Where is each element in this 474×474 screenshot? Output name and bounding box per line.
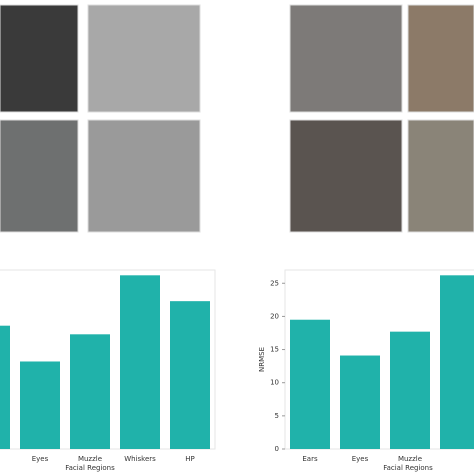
x-tick-label: HP xyxy=(185,455,195,463)
y-tick-label: 0 xyxy=(275,445,279,453)
x-axis-label: Facial Regions xyxy=(383,464,433,472)
bar xyxy=(20,361,60,449)
x-tick-label: Ears xyxy=(302,455,318,463)
x-tick-label: Eyes xyxy=(32,455,49,463)
bar xyxy=(440,275,474,449)
cat-photo xyxy=(289,119,403,233)
bar xyxy=(0,325,10,449)
cat-photo xyxy=(407,4,474,113)
x-tick-label: Muzzle xyxy=(78,455,102,463)
bar xyxy=(170,301,210,449)
bar xyxy=(340,355,380,449)
y-tick-label: 10 xyxy=(270,379,279,387)
y-tick-label: 25 xyxy=(270,279,279,287)
y-tick-label: 15 xyxy=(270,346,279,354)
bar xyxy=(70,334,110,449)
y-tick-label: 5 xyxy=(275,412,279,420)
cat-photo xyxy=(407,119,474,233)
photo-grid-left xyxy=(0,4,201,233)
x-tick-label: Muzzle xyxy=(398,455,422,463)
y-tick-label: 20 xyxy=(270,312,279,320)
x-tick-label: Eyes xyxy=(352,455,369,463)
x-tick-label: Whiskers xyxy=(124,455,156,463)
bar xyxy=(120,275,160,449)
cat-photo xyxy=(87,4,201,113)
cat-photo xyxy=(0,119,79,233)
bar xyxy=(390,331,430,449)
cat-photo xyxy=(0,4,79,113)
y-axis-label: NRMSE xyxy=(258,347,266,372)
photo-grid-right xyxy=(289,4,474,233)
cat-photo xyxy=(87,119,201,233)
cat-photo xyxy=(289,4,403,113)
x-axis-label: Facial Regions xyxy=(65,464,115,472)
bar xyxy=(290,319,330,449)
